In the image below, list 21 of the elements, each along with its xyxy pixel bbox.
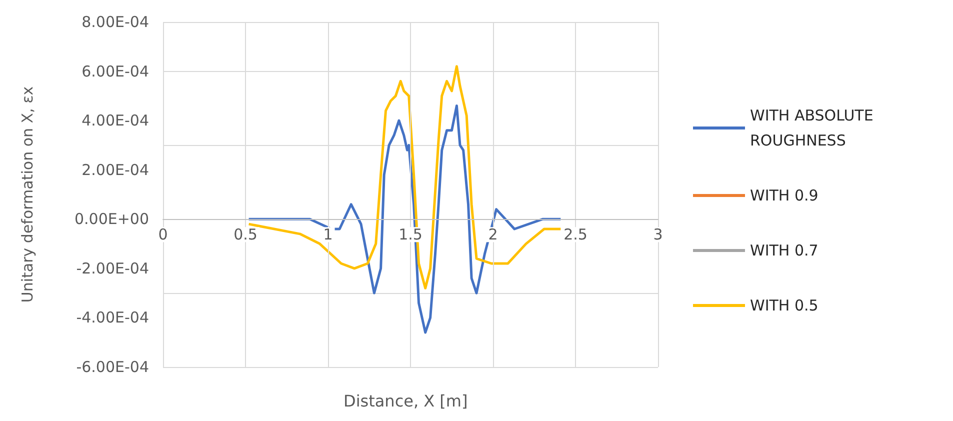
x-tick-label: 1.5: [398, 226, 422, 244]
y-tick-label: 8.00E-04: [82, 13, 149, 31]
x-tick-label: 2.5: [564, 226, 588, 244]
x-tick-label: 0.5: [234, 226, 258, 244]
y-tick-label: -4.00E-04: [76, 308, 149, 327]
x-tick-label: 0: [158, 226, 168, 244]
legend-label: WITH ABSOLUTE ROUGHNESS: [750, 106, 878, 150]
legend-label: WITH 0.7: [750, 242, 818, 260]
y-tick-label: 0.00E+00: [74, 210, 149, 228]
legend-label: WITH 0.9: [750, 186, 818, 204]
y-tick-label: 4.00E-04: [82, 112, 149, 130]
y-tick-label: -6.00E-04: [76, 358, 149, 376]
y-tick-label: -2.00E-04: [76, 259, 149, 278]
y-axis-title: Unitary deformation on X, εx: [18, 86, 36, 303]
x-tick-label: 2: [488, 226, 498, 244]
x-tick-label: 3: [653, 226, 663, 244]
x-axis-title: Distance, X [m]: [344, 392, 468, 410]
y-tick-label: 6.00E-04: [82, 62, 149, 80]
legend-label: WITH 0.5: [750, 296, 818, 314]
y-tick-label: 2.00E-04: [82, 160, 149, 179]
x-tick-label: 1: [323, 226, 333, 244]
